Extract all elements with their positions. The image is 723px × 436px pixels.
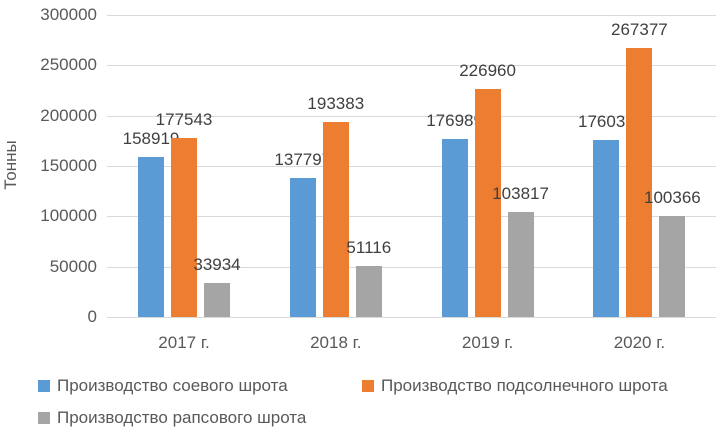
bar-value-label: 193383 [307, 94, 365, 114]
x-axis-category-label: 2017 г. [158, 333, 210, 352]
y-axis-tick-label: 50000 [49, 256, 97, 276]
y-axis-tick-label: 250000 [40, 55, 97, 75]
x-axis-category-label: 2019 г. [461, 333, 514, 352]
x-axis-category-label: 2018 г. [310, 333, 362, 352]
gridline [107, 266, 716, 268]
bar-value-label: 176035 [578, 111, 635, 131]
bar-value-label: 226960 [459, 60, 516, 80]
y-axis-title: Тонны [1, 140, 20, 190]
legend-swatch [38, 412, 50, 424]
bar [474, 88, 501, 317]
bar-value-label: 51116 [346, 237, 392, 257]
bar [659, 215, 686, 317]
bar [204, 282, 230, 317]
legend-label: Производство соевого шрота [57, 376, 288, 395]
y-axis-tick-label: 100000 [40, 206, 97, 226]
legend-swatch [362, 380, 374, 392]
legend-swatch [38, 380, 50, 392]
bar-value-label: 33934 [193, 254, 241, 274]
bar [441, 138, 468, 317]
gridline [107, 166, 716, 167]
legend-label: Производство подсолнечного шрота [381, 376, 668, 395]
bar-value-label: 267377 [611, 19, 668, 39]
bar-value-label: 100366 [644, 187, 701, 207]
bar [138, 157, 164, 317]
bar [626, 47, 653, 317]
bar [171, 138, 197, 317]
bar [593, 139, 620, 317]
bar-value-label: 137797 [274, 150, 332, 170]
bar [507, 212, 534, 317]
bar [289, 178, 316, 317]
bar-value-label: 158919 [122, 129, 180, 149]
legend-item: Производство подсолнечного шрота [362, 377, 668, 395]
bar [322, 122, 349, 317]
y-axis-tick-label: 0 [87, 307, 97, 326]
bar-value-label: 103817 [492, 184, 549, 204]
gridline [107, 216, 716, 218]
y-axis-tick-label: 300000 [40, 5, 97, 24]
legend-item: Производство соевого шрота [38, 377, 288, 395]
legend-label: Производство рапсового шрота [57, 408, 307, 427]
x-axis-category-label: 2020 г. [613, 333, 666, 352]
gridline [107, 15, 716, 16]
legend-item: Производство рапсового шрота [38, 409, 306, 427]
y-axis-tick-label: 200000 [40, 105, 97, 125]
y-axis-tick-label: 150000 [40, 156, 97, 175]
bar-value-label: 177543 [155, 110, 213, 130]
x-axis-line [107, 317, 716, 318]
gridline [107, 115, 716, 117]
bar [355, 265, 382, 317]
gridline [107, 65, 716, 67]
bar-value-label: 176989 [426, 110, 483, 130]
